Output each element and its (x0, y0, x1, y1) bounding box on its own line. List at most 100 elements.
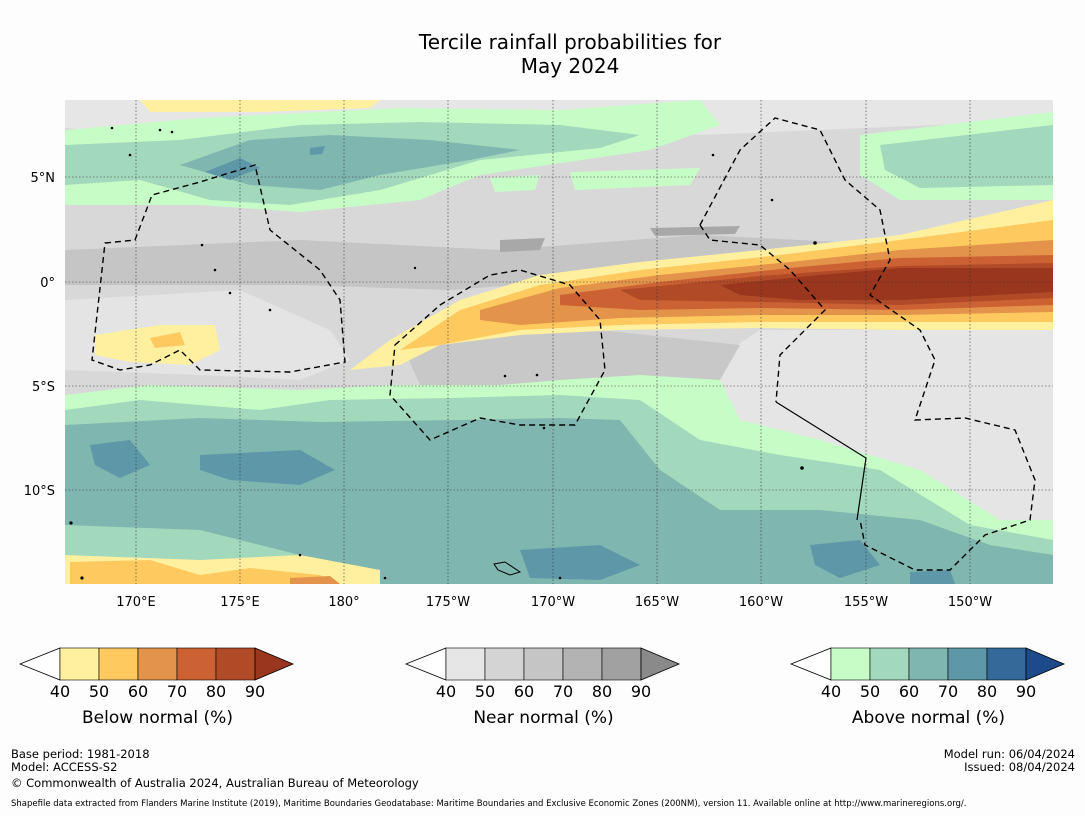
tick-40: 40 (435, 682, 457, 701)
field-near-darker-patch (500, 238, 545, 252)
lon-label-150w: 150°W (948, 595, 992, 610)
tick-90: 90 (244, 682, 266, 701)
lon-axis: 170°E 175°E 180° 175°W 170°W 165°W 160°W… (116, 595, 992, 610)
model-name: Model: ACCESS-S2 (11, 760, 118, 774)
colorbar-above (789, 647, 1066, 681)
legend-below-ticks: 40 50 60 70 80 90 (20, 682, 295, 702)
legend-below-normal: 40 50 60 70 80 90 Below normal (%) (18, 646, 295, 746)
boundary-solid-line (775, 401, 867, 521)
field-above-60-north (180, 135, 520, 190)
field-near-light-south (700, 330, 1053, 520)
colorbar-above-seg-2 (908, 647, 949, 681)
colorbar-below-seg-4 (215, 647, 256, 681)
field-above-40-small-b (490, 175, 540, 192)
colorbar-near-seg-2 (523, 647, 564, 681)
legend-below-title: Below normal (%) (82, 708, 233, 728)
colorbar-below-min-arrow (18, 647, 61, 681)
tick-60: 60 (513, 682, 535, 701)
colorbar-above-min-arrow (789, 647, 832, 681)
tick-70: 70 (937, 682, 959, 701)
colorbar-above-seg-4 (986, 647, 1027, 681)
colorbar-near-seg-4 (601, 647, 642, 681)
base-period: Base period: 1981-2018 (11, 747, 150, 761)
map-title: Tercile rainfall probabilities for May 2… (0, 30, 1085, 78)
field-above-70-south-c (520, 545, 640, 580)
colorbar-below (18, 647, 295, 681)
colorbar-above-seg-3 (947, 647, 988, 681)
colorbar-below-seg-2 (137, 647, 178, 681)
tick-50: 50 (88, 682, 110, 701)
tick-50: 50 (859, 682, 881, 701)
field-near-darker-patch2 (650, 226, 740, 236)
graticule (65, 100, 1053, 584)
lon-label-165w: 165°W (635, 595, 679, 610)
field-near-mid-south (400, 330, 740, 385)
model-run: Model run: 06/04/2024 (943, 747, 1075, 761)
tick-80: 80 (591, 682, 613, 701)
legend-near-ticks: 40 50 60 70 80 90 (406, 682, 681, 702)
tick-90: 90 (630, 682, 652, 701)
colorbar-below-seg-1 (98, 647, 139, 681)
lon-label-155w: 155°W (844, 595, 888, 610)
lon-label-175w: 175°W (426, 595, 470, 610)
field-below-60-sw (290, 576, 340, 584)
colorbar-near-seg-3 (562, 647, 603, 681)
tick-50: 50 (474, 682, 496, 701)
copyright: © Commonwealth of Australia 2024, Austra… (11, 776, 419, 790)
issued-date: Issued: 08/04/2024 (964, 760, 1075, 774)
title-line-2: May 2024 (520, 54, 620, 78)
lat-label-5n: 5°N (31, 171, 56, 186)
field-above-70-south-a (90, 440, 150, 478)
footer-right: Model run: 06/04/2024 Issued: 08/04/2024 (944, 748, 1075, 774)
legend-above-title: Above normal (%) (851, 708, 1006, 728)
field-above-70-north (205, 158, 260, 180)
colorbar-near-min-arrow (404, 647, 447, 681)
tick-80: 80 (205, 682, 227, 701)
colorbar-near-max-arrow (640, 647, 681, 681)
title-line-1: Tercile rainfall probabilities for (418, 30, 722, 54)
tick-90: 90 (1015, 682, 1037, 701)
lon-label-170w: 170°W (531, 595, 575, 610)
legend-above-ticks: 40 50 60 70 80 90 (791, 682, 1066, 702)
islands (69, 126, 817, 580)
lat-label-5s: 5°S (32, 380, 55, 395)
tick-70: 70 (166, 682, 188, 701)
shapefile-credit: Shapefile data extracted from Flanders M… (11, 799, 967, 809)
lon-label-160w: 160°W (739, 595, 783, 610)
colorbar-below-seg-0 (59, 647, 100, 681)
lon-label-180: 180° (328, 595, 359, 610)
tick-80: 80 (976, 682, 998, 701)
tick-60: 60 (127, 682, 149, 701)
map-fields (65, 100, 1053, 584)
field-above-70-south-d (810, 540, 880, 578)
legend-near-title: Near normal (%) (473, 708, 614, 728)
colorbar-near-seg-1 (484, 647, 525, 681)
colorbar-near-seg-0 (445, 647, 486, 681)
field-above-70-south-e (910, 570, 955, 584)
field-above-50-ne (880, 125, 1053, 188)
lat-label-10s: 10°S (24, 484, 55, 499)
field-above-40-small-a (570, 168, 700, 190)
lat-axis: 5°N 0° 5°S 10°S (24, 171, 55, 499)
field-below-50-west (150, 332, 185, 348)
field-above-70-south-b (200, 450, 335, 485)
tick-70: 70 (552, 682, 574, 701)
eez-boundaries (91, 117, 1036, 571)
colorbar-above-seg-1 (869, 647, 910, 681)
footer-left: Base period: 1981-2018 Model: ACCESS-S2 … (11, 748, 419, 790)
colorbar-below-seg-3 (176, 647, 217, 681)
lon-label-170e: 170°E (116, 595, 156, 610)
rainfall-map: 5°N 0° 5°S 10°S 170°E 175°E 180° 175°W 1… (24, 100, 1053, 610)
lon-label-175e: 175°E (220, 595, 260, 610)
colorbar-below-max-arrow (254, 647, 295, 681)
colorbar-above-max-arrow (1025, 647, 1066, 681)
field-above-70-north-dot (310, 146, 325, 155)
field-below-50-sw (70, 560, 340, 584)
tick-60: 60 (898, 682, 920, 701)
tick-40: 40 (820, 682, 842, 701)
island-outline (493, 561, 522, 576)
tick-40: 40 (49, 682, 71, 701)
legend-near-normal: 40 50 60 70 80 90 Near normal (%) (404, 646, 681, 746)
lat-label-0: 0° (40, 276, 55, 291)
field-below-40-north (140, 100, 380, 112)
